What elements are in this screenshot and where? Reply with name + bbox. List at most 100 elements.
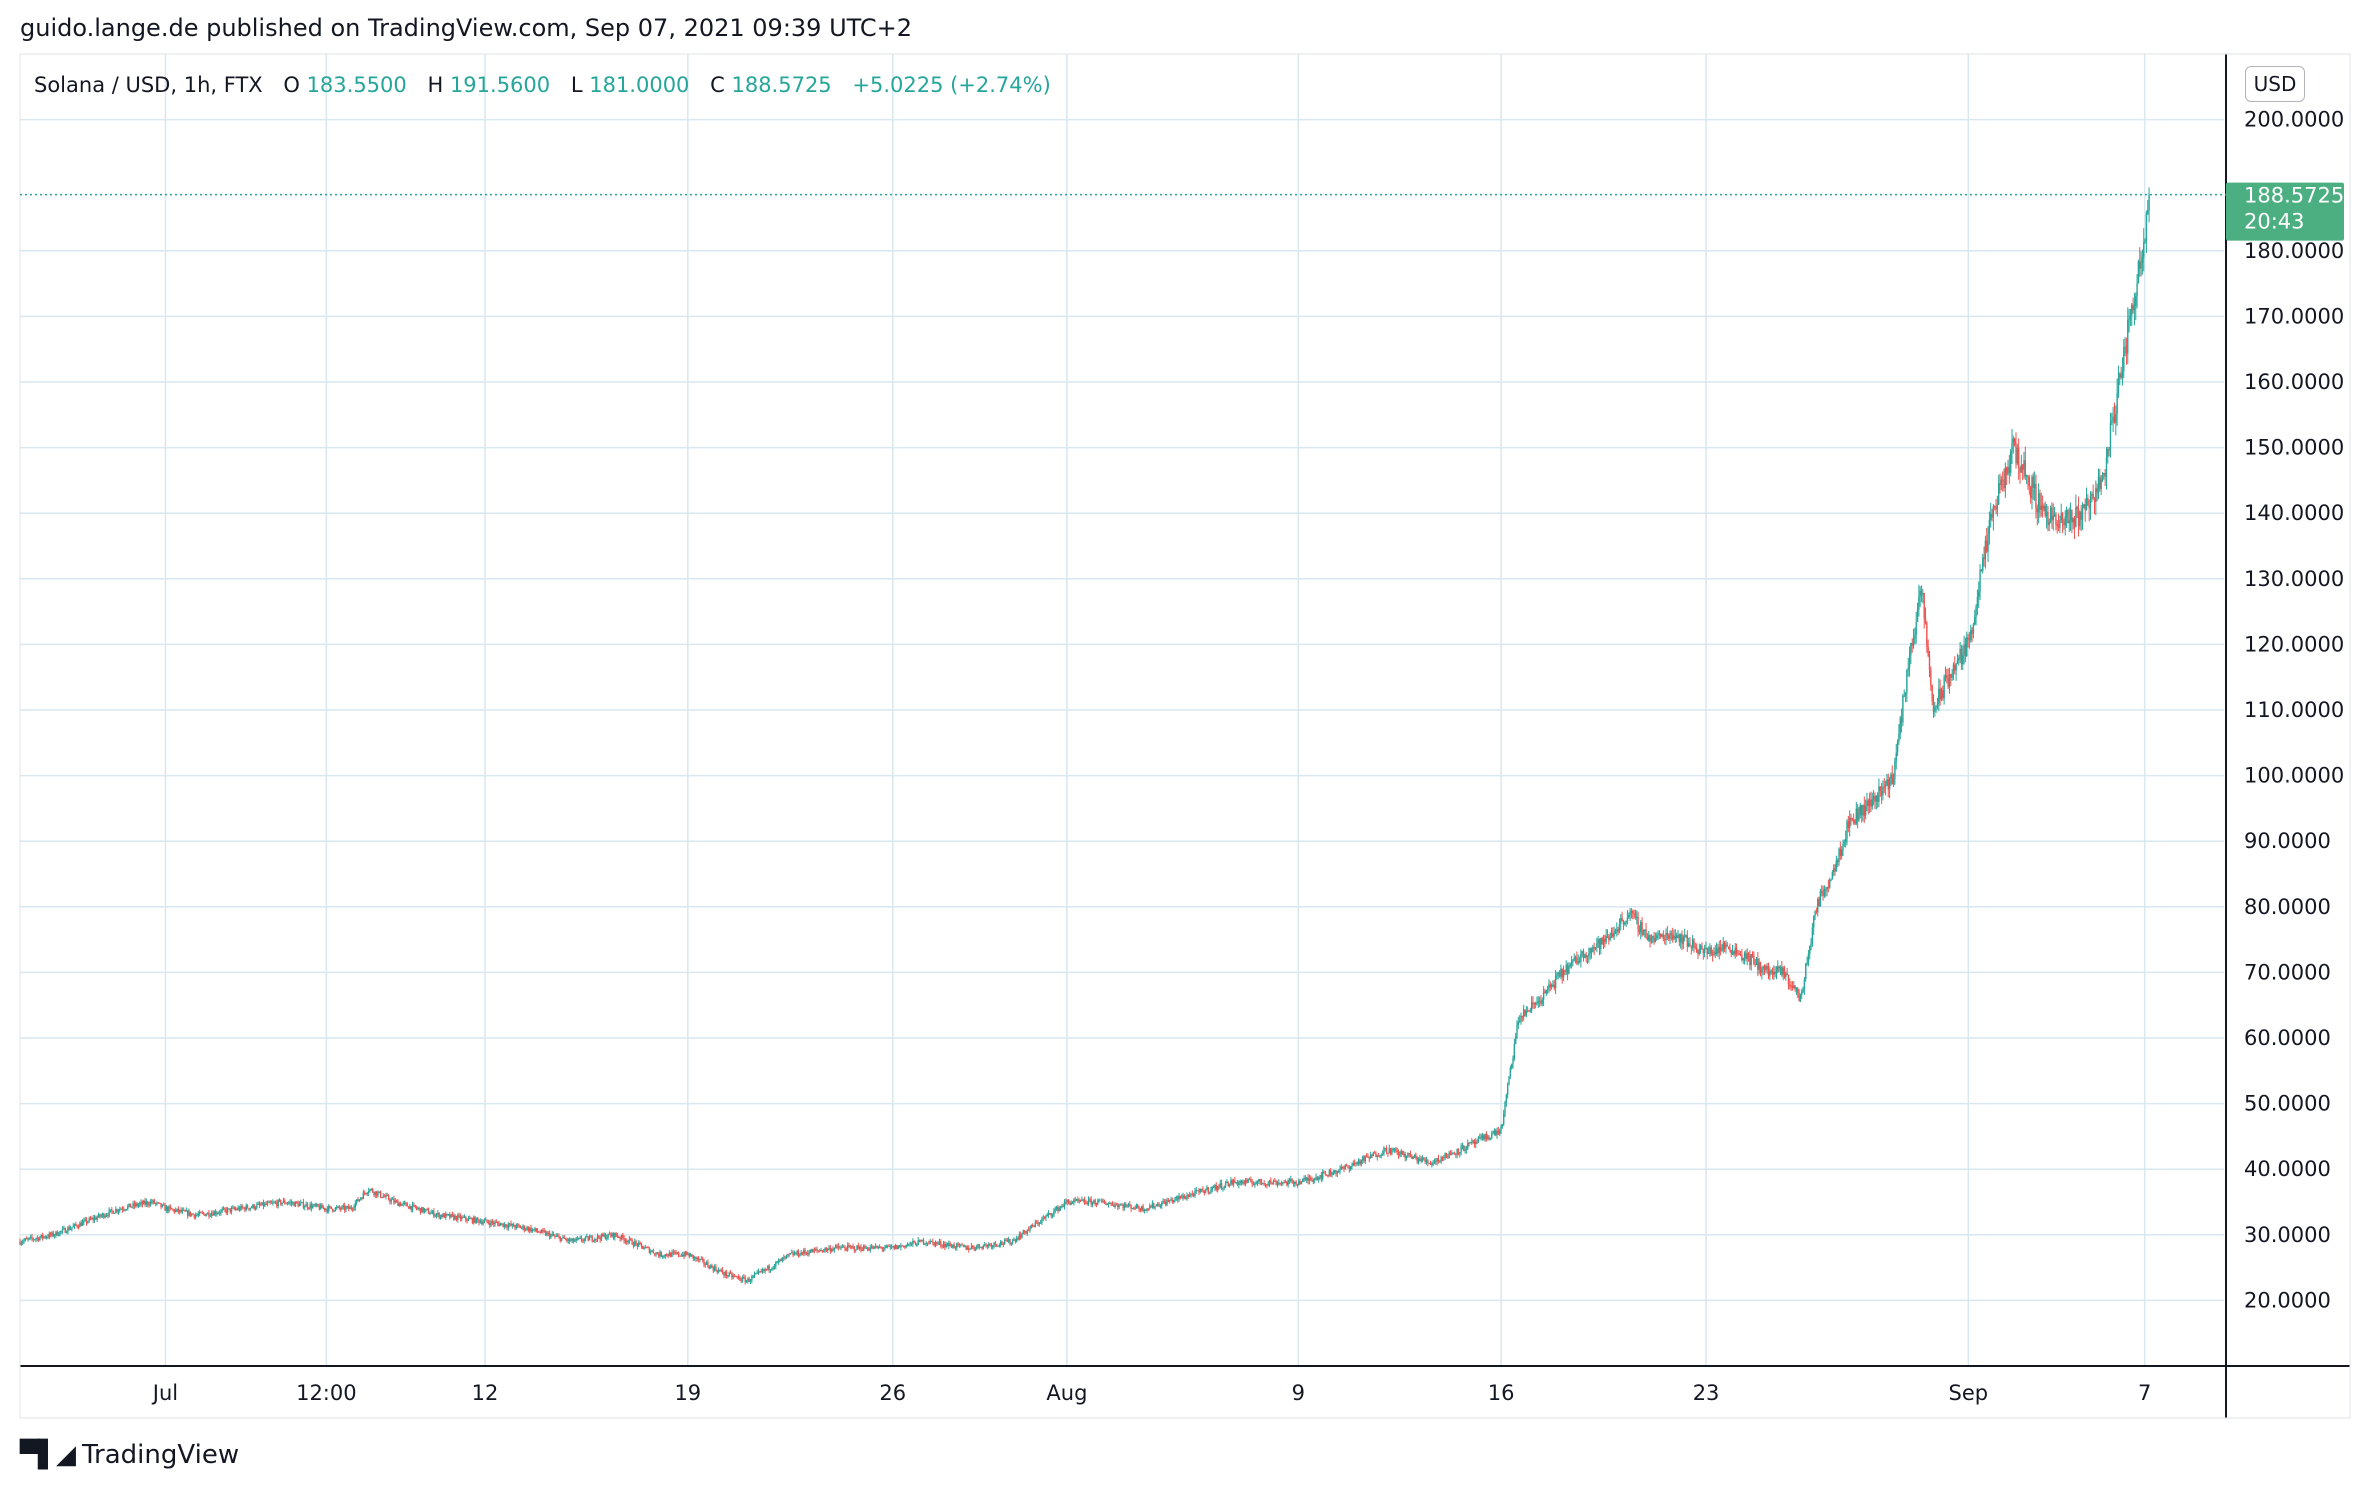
candle-body bbox=[1286, 1181, 1288, 1185]
candle-body bbox=[306, 1204, 309, 1208]
candle-body bbox=[628, 1238, 631, 1242]
candle-body bbox=[1795, 987, 1798, 990]
candle-body bbox=[2061, 513, 2064, 524]
candle-body bbox=[1330, 1170, 1332, 1175]
candle-body bbox=[763, 1269, 765, 1271]
candle-body bbox=[1562, 970, 1565, 978]
candle-body bbox=[141, 1201, 144, 1205]
currency-button[interactable]: USD bbox=[2245, 66, 2305, 102]
candle-body bbox=[658, 1254, 660, 1257]
candle-body bbox=[276, 1202, 278, 1207]
candle-body bbox=[176, 1208, 178, 1210]
candle-body bbox=[228, 1208, 230, 1210]
candle-body bbox=[343, 1205, 346, 1211]
candle-body bbox=[441, 1215, 443, 1218]
candle-body bbox=[1526, 1010, 1529, 1012]
candle-body bbox=[1996, 504, 1999, 510]
candle-body bbox=[2043, 505, 2045, 510]
candle-body bbox=[358, 1199, 361, 1202]
candle-body bbox=[1476, 1141, 1478, 1143]
candle-body bbox=[1822, 893, 1824, 896]
candle-body bbox=[1758, 962, 1760, 970]
candle-body bbox=[1640, 922, 1642, 933]
candle-body bbox=[1970, 630, 1972, 641]
candle-body bbox=[453, 1214, 455, 1220]
candle-body bbox=[55, 1231, 57, 1236]
candle-body bbox=[988, 1244, 990, 1247]
candle-body bbox=[92, 1218, 94, 1220]
candle-body bbox=[1373, 1152, 1376, 1154]
candle-body bbox=[260, 1204, 262, 1206]
candle-body bbox=[1888, 778, 1891, 790]
candle-body bbox=[896, 1245, 898, 1250]
candle-body bbox=[1320, 1175, 1323, 1179]
candle-body bbox=[1228, 1184, 1231, 1187]
candle-body bbox=[1174, 1197, 1176, 1201]
candle-body bbox=[123, 1209, 125, 1211]
candle-body bbox=[132, 1203, 134, 1207]
candle-body bbox=[566, 1239, 568, 1241]
candle-body bbox=[385, 1195, 387, 1197]
candle-body bbox=[1842, 843, 1844, 850]
candle-body bbox=[445, 1213, 447, 1218]
candle-body bbox=[1506, 1084, 1509, 1095]
candle-body bbox=[1829, 880, 1831, 888]
candle-body bbox=[1014, 1239, 1017, 1242]
candle-body bbox=[1550, 984, 1553, 988]
legend-low: 181.0000 bbox=[589, 73, 689, 97]
candle-body bbox=[791, 1252, 793, 1254]
candle-body bbox=[305, 1204, 307, 1207]
candle-body bbox=[1111, 1203, 1114, 1206]
candle-body bbox=[1826, 886, 1828, 891]
candle-body bbox=[236, 1209, 238, 1211]
candle-body bbox=[2063, 523, 2065, 526]
candle-body bbox=[1641, 922, 1643, 936]
candle-body bbox=[570, 1240, 572, 1242]
candle-body bbox=[527, 1227, 530, 1231]
candle-body bbox=[1131, 1207, 1134, 1209]
candle-body bbox=[709, 1265, 712, 1269]
candle-body bbox=[1352, 1163, 1355, 1166]
candle-body bbox=[1975, 606, 1977, 618]
candle-body bbox=[1341, 1166, 1344, 1169]
candle-body bbox=[490, 1221, 492, 1226]
candle-body bbox=[1541, 999, 1543, 1004]
candle-body bbox=[784, 1256, 786, 1258]
candle-body bbox=[874, 1245, 877, 1247]
candle-body bbox=[1411, 1156, 1413, 1159]
candle-body bbox=[446, 1213, 448, 1215]
candle-body bbox=[1747, 953, 1750, 956]
candle-body bbox=[2053, 514, 2056, 516]
candle-body bbox=[1047, 1213, 1050, 1215]
candle-body bbox=[753, 1274, 756, 1277]
candle-body bbox=[1143, 1209, 1146, 1212]
candle-body bbox=[1244, 1179, 1247, 1184]
candle-body bbox=[367, 1191, 370, 1193]
candle-body bbox=[1721, 950, 1723, 952]
y-tick-label: 90.0000 bbox=[2244, 829, 2331, 853]
candle-body bbox=[1653, 936, 1655, 943]
candle-body bbox=[1860, 804, 1863, 816]
footer-brand[interactable]: ▀▌◢ TradingView bbox=[20, 1440, 239, 1470]
candle-body bbox=[1678, 934, 1681, 943]
candle-body bbox=[788, 1254, 790, 1256]
candle-body bbox=[241, 1205, 243, 1208]
candle-body bbox=[1118, 1204, 1120, 1208]
candle-body bbox=[65, 1232, 68, 1234]
candle-body bbox=[805, 1252, 808, 1254]
candle-body bbox=[73, 1223, 76, 1227]
candle-body bbox=[1919, 590, 1921, 597]
candle-body bbox=[795, 1253, 797, 1255]
candle-body bbox=[825, 1248, 828, 1251]
candle-body bbox=[1308, 1178, 1311, 1181]
candle-body bbox=[1264, 1183, 1267, 1185]
candle-body bbox=[481, 1221, 483, 1224]
candle-body bbox=[1573, 957, 1575, 961]
candle-body bbox=[487, 1221, 490, 1224]
candle-body bbox=[1787, 974, 1790, 985]
candle-body bbox=[1729, 947, 1731, 950]
candle-body bbox=[807, 1252, 809, 1255]
candle-body bbox=[2020, 464, 2023, 473]
candle-body bbox=[1279, 1182, 1281, 1184]
